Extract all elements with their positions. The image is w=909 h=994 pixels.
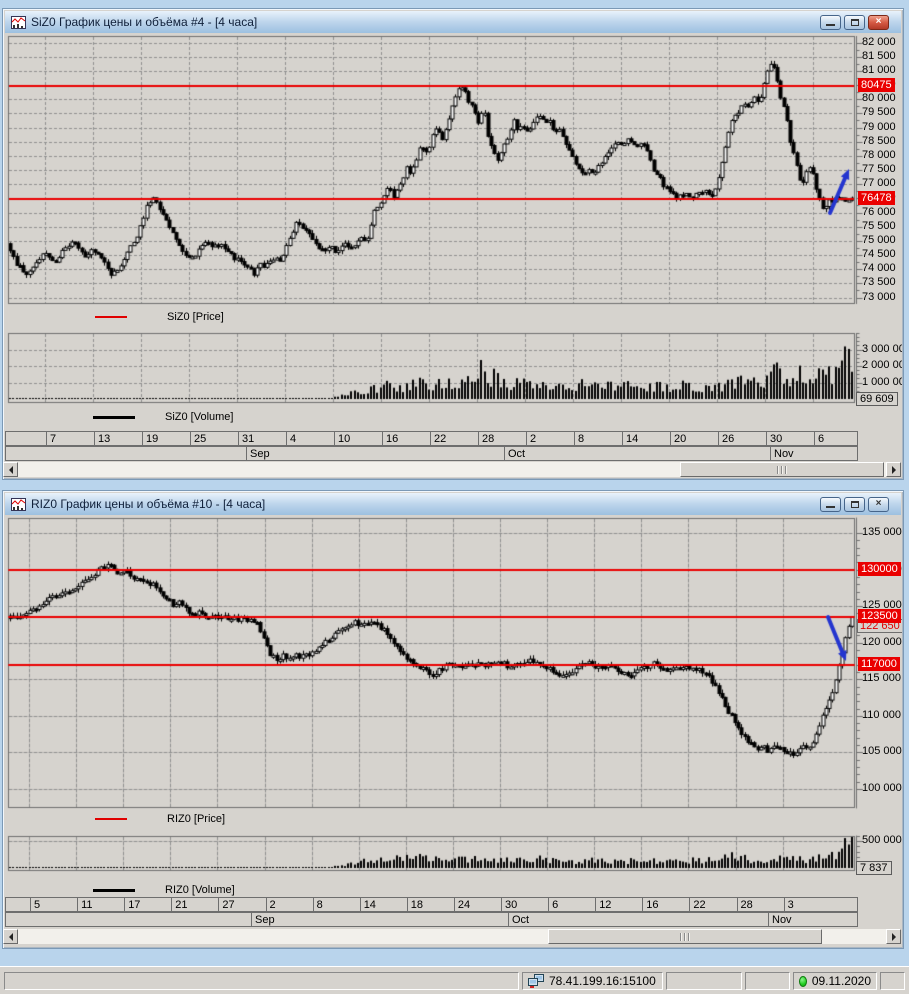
- volume-line-marker: [93, 888, 135, 892]
- h-scrollbar-riz0[interactable]: [3, 929, 901, 944]
- arrow-right-icon: [891, 465, 900, 474]
- price-legend-siz0: SiZ0 [Price]: [95, 311, 224, 323]
- volume-legend-label: SiZ0 [Volume]: [165, 411, 234, 423]
- status-panel-date: 09.11.2020: [793, 972, 877, 990]
- price-legend-label: RIZ0 [Price]: [167, 813, 226, 825]
- volume-legend-riz0: RIZ0 [Volume]: [93, 884, 235, 896]
- status-bar: 78.41.199.16:15100 09.11.2020: [0, 966, 909, 994]
- network-icon: [528, 974, 544, 988]
- status-panel-empty-3: [745, 972, 790, 990]
- scroll-thumb[interactable]: [548, 929, 822, 944]
- connection-status-icon: [799, 975, 807, 987]
- scroll-left-button[interactable]: [3, 929, 18, 944]
- arrow-right-icon: [891, 932, 900, 941]
- h-scrollbar-siz0[interactable]: [3, 462, 901, 477]
- status-panel-empty-1: [4, 972, 519, 990]
- scroll-thumb[interactable]: [680, 462, 884, 477]
- scroll-right-button[interactable]: [886, 462, 901, 477]
- thumb-grip: [777, 465, 787, 474]
- volume-legend-siz0: SiZ0 [Volume]: [93, 411, 233, 423]
- price-legend-label: SiZ0 [Price]: [167, 311, 224, 323]
- price-line-marker: [95, 818, 127, 820]
- status-panel-connection: 78.41.199.16:15100: [522, 972, 663, 990]
- scroll-left-button[interactable]: [3, 462, 18, 477]
- thumb-grip: [680, 932, 690, 941]
- price-legend-riz0: RIZ0 [Price]: [95, 813, 225, 825]
- arrow-left-icon: [5, 932, 13, 941]
- status-panel-empty-4: [880, 972, 905, 990]
- volume-line-marker: [93, 415, 135, 419]
- volume-legend-label: RIZ0 [Volume]: [165, 884, 235, 896]
- price-line-marker: [95, 316, 127, 318]
- status-date: 09.11.2020: [811, 974, 871, 988]
- arrow-left-icon: [5, 465, 13, 474]
- status-panel-empty-2: [666, 972, 742, 990]
- connection-address: 78.41.199.16:15100: [549, 974, 656, 988]
- scroll-right-button[interactable]: [886, 929, 901, 944]
